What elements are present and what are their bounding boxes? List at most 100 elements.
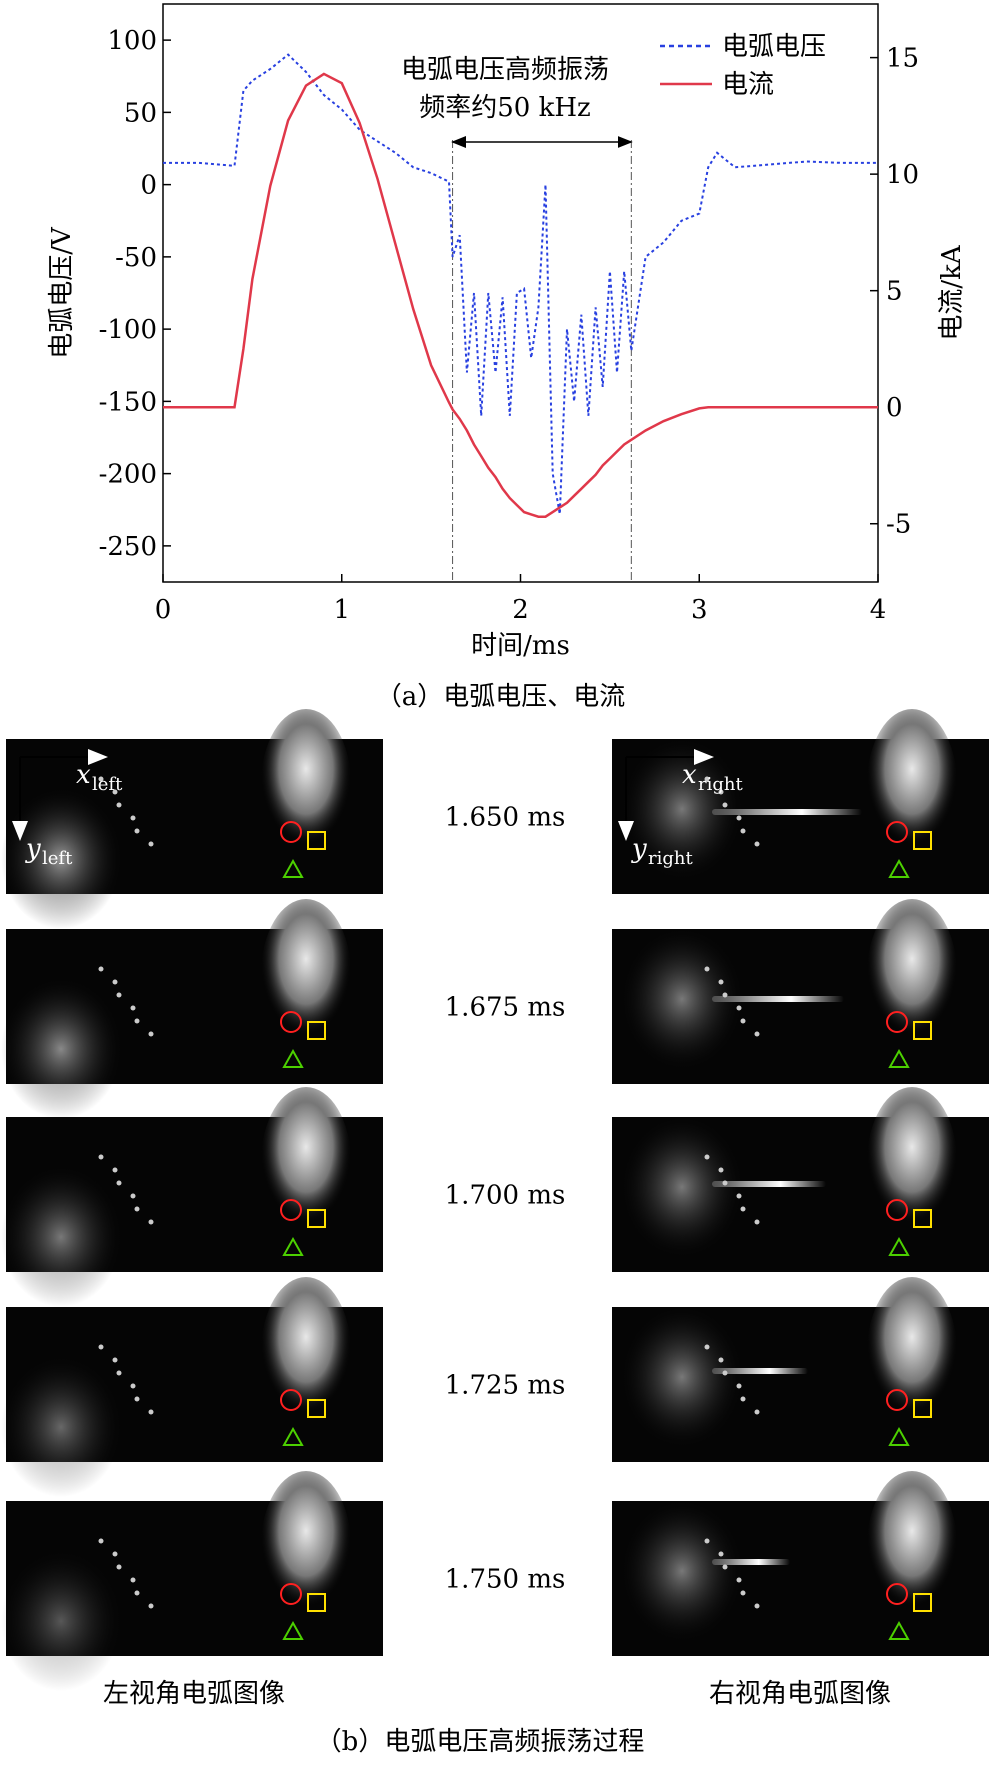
spark xyxy=(736,1383,742,1389)
y-tick-label: 100 xyxy=(107,26,157,56)
y2-tick-label: -5 xyxy=(886,510,911,540)
marker-circle xyxy=(886,1583,908,1605)
spark xyxy=(718,789,724,795)
spark xyxy=(736,1193,742,1199)
axis-var: y xyxy=(25,834,41,864)
legend-label: 电弧电压 xyxy=(722,32,826,62)
spark xyxy=(148,1409,154,1415)
spark xyxy=(116,1564,122,1570)
marker-triangle xyxy=(282,1426,304,1446)
spark xyxy=(740,1206,746,1212)
spark xyxy=(116,1370,122,1376)
spark xyxy=(134,828,140,834)
arc-glow xyxy=(867,1471,957,1621)
arc-image xyxy=(1,899,383,1119)
marker-square xyxy=(913,1399,932,1418)
caption: （a）电弧电压、电流 xyxy=(376,682,626,712)
spark xyxy=(718,1167,724,1173)
marker-circle xyxy=(280,1199,302,1221)
spark xyxy=(116,802,122,808)
arc-streak xyxy=(712,809,862,815)
spark xyxy=(98,966,104,972)
spark xyxy=(754,1031,760,1037)
x-tick-label: 4 xyxy=(870,595,887,625)
axis-var: x xyxy=(76,760,91,790)
axis-sub: right xyxy=(648,848,693,869)
spark xyxy=(134,1396,140,1402)
arc-glow xyxy=(1,789,121,929)
marker-circle xyxy=(886,1199,908,1221)
spark xyxy=(98,1154,104,1160)
spark xyxy=(740,1590,746,1596)
spark xyxy=(754,841,760,847)
series-line xyxy=(163,72,878,518)
caption: （b）电弧电压高频振荡过程 xyxy=(316,1727,645,1757)
spark xyxy=(112,1357,118,1363)
x-tick-label: 2 xyxy=(512,595,529,625)
y-tick-label: -250 xyxy=(99,532,157,562)
arc-image xyxy=(1,1471,383,1691)
marker-triangle xyxy=(282,1048,304,1068)
marker-circle xyxy=(280,1011,302,1033)
axis-sub: right xyxy=(698,774,743,795)
marker-triangle xyxy=(888,858,910,878)
marker-triangle xyxy=(888,1236,910,1256)
marker-triangle xyxy=(888,1048,910,1068)
y2-axis-label: 电流/kA xyxy=(937,244,967,341)
y-tick-label: 50 xyxy=(124,98,157,128)
arc-image xyxy=(612,899,989,1084)
y2-tick-label: 0 xyxy=(886,393,903,423)
axis-var: x xyxy=(682,760,697,790)
arc-streak xyxy=(712,1368,808,1374)
axis-sub: left xyxy=(92,774,123,795)
panel-label: 左视角电弧图像 xyxy=(103,1679,285,1709)
spark xyxy=(116,1180,122,1186)
y-tick-label: -150 xyxy=(99,387,157,417)
arc-glow xyxy=(622,1501,742,1641)
time-label: 1.700 ms xyxy=(445,1181,566,1211)
spark xyxy=(148,1603,154,1609)
x-tick-label: 1 xyxy=(333,595,350,625)
marker-square xyxy=(307,1593,326,1612)
spark xyxy=(112,789,118,795)
arc-glow xyxy=(261,709,351,859)
spark xyxy=(722,992,728,998)
marker-circle xyxy=(886,1389,908,1411)
y2-tick-label: 10 xyxy=(886,160,919,190)
spark xyxy=(736,1577,742,1583)
spark xyxy=(704,966,710,972)
marker-triangle xyxy=(888,1620,910,1640)
arc-glow xyxy=(622,1307,742,1447)
arc-glow xyxy=(1,1357,121,1497)
arc-glow xyxy=(1,1167,121,1307)
spark xyxy=(722,1180,728,1186)
y-tick-label: -50 xyxy=(115,243,157,273)
arc-streak xyxy=(712,1559,790,1565)
axis-sub: left xyxy=(42,848,73,869)
marker-square xyxy=(913,1593,932,1612)
time-label: 1.725 ms xyxy=(445,1371,566,1401)
arc-image xyxy=(612,1471,989,1656)
spark xyxy=(112,1167,118,1173)
marker-square xyxy=(913,831,932,850)
marker-circle xyxy=(280,821,302,843)
x-tick-label: 0 xyxy=(155,595,172,625)
arc-image xyxy=(1,1277,383,1497)
legend-label: 电流 xyxy=(722,70,774,100)
marker-triangle xyxy=(282,858,304,878)
arc-streak xyxy=(712,996,844,1002)
y2-tick-label: 5 xyxy=(886,277,903,307)
spark xyxy=(112,979,118,985)
series-line xyxy=(163,53,878,515)
marker-square xyxy=(307,1209,326,1228)
arc-glow xyxy=(261,1087,351,1237)
arc-glow xyxy=(867,1087,957,1237)
arc-glow xyxy=(1,979,121,1119)
spark xyxy=(130,1193,136,1199)
time-label: 1.675 ms xyxy=(445,993,566,1023)
spark xyxy=(754,1219,760,1225)
spark xyxy=(130,815,136,821)
marker-circle xyxy=(886,1011,908,1033)
y2-tick-label: 15 xyxy=(886,44,919,74)
